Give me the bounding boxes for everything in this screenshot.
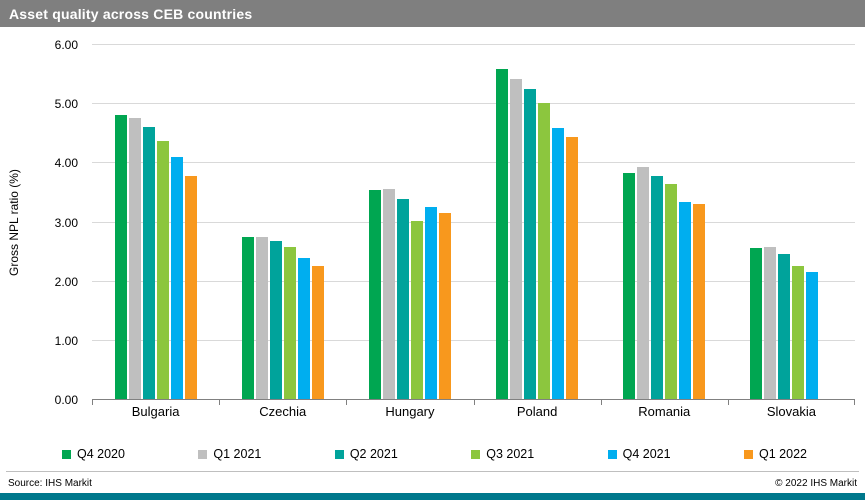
y-tick-label: 6.00 <box>54 38 78 52</box>
gridline <box>92 103 855 105</box>
bar <box>693 204 706 400</box>
legend-item: Q2 2021 <box>334 447 398 461</box>
bar <box>255 236 268 400</box>
gridline <box>92 339 855 341</box>
bar <box>778 254 791 400</box>
bar-group-slovakia <box>728 45 855 400</box>
legend-swatch <box>607 449 617 459</box>
copyright-text: © 2022 IHS Markit <box>775 478 857 489</box>
y-axis-title: Gross NPL ratio (%) <box>7 169 21 276</box>
legend-item: Q1 2022 <box>744 447 807 461</box>
x-axis-category-labels: Bulgaria Czechia Hungary Poland Romania Slova… <box>92 404 855 419</box>
bar <box>283 247 296 400</box>
bar-group-bulgaria <box>92 45 219 400</box>
gridline <box>92 280 855 282</box>
x-tick-label: Slovakia <box>766 404 817 419</box>
bar <box>750 247 763 400</box>
bar <box>438 213 451 400</box>
bar <box>170 157 183 400</box>
bar <box>623 172 636 400</box>
bar <box>496 68 509 400</box>
bar <box>396 198 409 400</box>
y-tick-label: 4.00 <box>54 156 78 171</box>
x-axis-tick-mark <box>346 400 348 405</box>
chart-title-bar: Asset quality across CEB countries <box>0 0 865 27</box>
x-tick-label: Hungary <box>385 404 435 419</box>
x-axis-tick-mark <box>219 400 221 405</box>
bar <box>552 127 565 400</box>
gridline <box>92 162 855 164</box>
y-tick-label: 5.00 <box>54 97 78 112</box>
footer-divider <box>6 471 859 472</box>
bar <box>665 184 678 400</box>
bar <box>806 271 819 400</box>
x-axis-tick-mark <box>473 400 475 405</box>
legend-swatch <box>198 449 208 459</box>
legend-item: Q4 2021 <box>607 447 671 461</box>
x-tick-label: Bulgaria <box>131 404 180 419</box>
bar <box>424 206 437 400</box>
bar <box>269 241 282 400</box>
x-axis-tick-mark <box>727 400 729 405</box>
x-axis-tick-mark <box>92 400 93 405</box>
gridline <box>92 221 855 223</box>
bar <box>128 118 141 400</box>
legend-item: Q3 2021 <box>471 447 534 461</box>
y-tick-label: 2.00 <box>54 274 78 289</box>
bar <box>764 247 777 400</box>
bar <box>297 258 310 400</box>
bar-group-poland <box>474 45 601 400</box>
legend-label: Q2 2021 <box>349 447 398 461</box>
bar-groups <box>92 45 855 400</box>
legend-label: Q4 2020 <box>77 447 125 461</box>
y-axis-tick-labels: 0.00 1.00 2.00 3.00 4.00 5.00 6.00 <box>40 38 84 407</box>
bar <box>184 176 197 400</box>
legend-item: Q1 2021 <box>198 447 261 461</box>
bar <box>566 137 579 400</box>
legend-swatch <box>744 449 754 459</box>
bar <box>524 89 537 400</box>
bar-group-hungary <box>346 45 473 400</box>
bar <box>651 176 664 400</box>
bar <box>538 102 551 400</box>
bar <box>311 265 324 400</box>
bar <box>382 188 395 400</box>
bar <box>679 201 692 400</box>
y-tick-label: 3.00 <box>54 215 78 230</box>
x-axis-tick-mark <box>854 400 855 405</box>
bar <box>142 126 155 400</box>
source-text: Source: IHS Markit <box>8 478 92 489</box>
bar <box>410 220 423 400</box>
x-tick-label: Poland <box>516 404 558 419</box>
legend-label: Q4 2021 <box>622 447 671 461</box>
legend-label: Q1 2022 <box>759 447 807 461</box>
gridline <box>92 44 855 45</box>
bar <box>637 166 650 400</box>
bar <box>114 114 127 400</box>
bar <box>156 140 169 400</box>
bottom-accent-bar <box>0 493 865 500</box>
bar <box>368 189 381 400</box>
y-tick-label: 1.00 <box>54 333 78 348</box>
x-tick-label: Romania <box>638 404 691 419</box>
bar <box>510 79 523 400</box>
legend-item: Q4 2020 <box>62 447 125 461</box>
legend: Q4 2020 Q1 2021 Q2 2021 Q3 2021 Q4 2021 Q1 20… <box>62 447 807 461</box>
legend-swatch <box>62 449 71 459</box>
x-axis-line <box>92 399 855 400</box>
bar-group-romania <box>601 45 728 400</box>
legend-label: Q1 2021 <box>213 447 262 461</box>
legend-swatch <box>471 449 481 459</box>
plot-area <box>92 44 855 405</box>
y-tick-label: 0.00 <box>54 393 78 407</box>
chart-title: Asset quality across CEB countries <box>9 5 253 22</box>
legend-label: Q3 2021 <box>486 447 535 461</box>
bar <box>241 236 254 400</box>
bar-group-czechia <box>219 45 346 400</box>
bar <box>792 266 805 400</box>
x-tick-label: Czechia <box>259 404 307 419</box>
legend-swatch <box>334 449 344 459</box>
x-axis-tick-mark <box>600 400 602 405</box>
